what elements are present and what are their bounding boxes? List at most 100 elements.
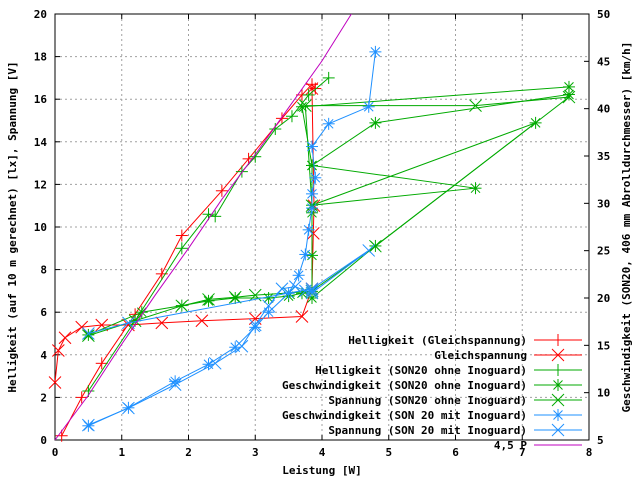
marker-stroke — [297, 101, 307, 112]
marker-stroke — [262, 299, 275, 313]
marker-stroke — [248, 318, 262, 332]
legend-marker — [552, 364, 564, 376]
marker-stroke — [155, 316, 169, 330]
legend-label: Geschwindigkeit (SON 20 mit Inoguard) — [282, 409, 527, 422]
marker-stroke — [551, 423, 565, 437]
data-point — [305, 284, 319, 298]
data-point — [82, 329, 95, 342]
series-7 — [54, 13, 352, 441]
x-axis-label: Leistung [W] — [282, 464, 361, 477]
data-point — [275, 282, 289, 296]
series-6 — [82, 244, 376, 432]
marker-stroke — [307, 293, 317, 303]
legend-marker — [552, 379, 564, 391]
marker-stroke — [564, 82, 574, 92]
marker-stroke — [370, 47, 381, 57]
y-tick-label: 6 — [40, 306, 47, 319]
data-point — [215, 184, 228, 197]
marker-stroke — [128, 314, 142, 328]
marker-stroke — [295, 310, 309, 323]
data-point — [562, 90, 576, 104]
data-point — [122, 401, 135, 415]
legend-marker — [552, 409, 564, 421]
x-tick-label: 1 — [118, 446, 125, 459]
marker-stroke — [307, 141, 317, 152]
series-line — [54, 88, 315, 383]
data-point — [135, 306, 148, 319]
data-point — [82, 418, 95, 432]
data-point — [82, 328, 95, 341]
data-point — [305, 286, 319, 300]
y2-axis-label: Geschwindigkeit (SON20, 406 mm Abrolldur… — [620, 42, 633, 413]
y-tick-label: 0 — [40, 434, 47, 447]
data-point — [469, 182, 482, 195]
marker-stroke — [306, 227, 320, 240]
marker-stroke — [230, 342, 241, 353]
series-layer — [48, 13, 576, 442]
marker-stroke — [305, 286, 319, 300]
marker-stroke — [562, 90, 576, 104]
data-point — [298, 284, 312, 298]
y2-tick-label: 15 — [597, 339, 610, 352]
marker-stroke — [288, 280, 302, 293]
data-point — [562, 88, 575, 101]
series-2 — [82, 71, 335, 398]
data-point — [299, 248, 312, 261]
y-tick-label: 4 — [40, 349, 47, 362]
data-point — [82, 327, 95, 340]
legend-marker — [551, 423, 565, 437]
y-tick-label: 8 — [40, 264, 47, 277]
marker-stroke — [208, 356, 222, 370]
data-point — [369, 239, 382, 253]
series-line — [88, 96, 571, 337]
marker-stroke — [553, 380, 563, 390]
marker-stroke — [122, 316, 135, 330]
data-point — [175, 229, 188, 242]
marker-stroke — [307, 189, 317, 199]
marker-stroke — [203, 295, 214, 306]
data-point — [48, 376, 62, 389]
legend-marker — [552, 334, 564, 346]
data-point — [202, 293, 215, 306]
legend-label: Spannung (SON 20 mit Inoguard) — [328, 424, 527, 437]
marker-stroke — [48, 376, 62, 389]
y2-tick-label: 20 — [597, 292, 610, 305]
data-point — [369, 116, 382, 129]
data-point — [248, 318, 262, 332]
data-point — [295, 310, 309, 323]
y2-tick-label: 45 — [597, 55, 610, 68]
plot-area-border — [54, 13, 590, 441]
marker-stroke — [136, 307, 147, 318]
y-tick-label: 14 — [34, 136, 48, 149]
y-tick-labels: 0 2 4 6 8 10 12 14 16 18 20 — [34, 8, 48, 447]
legend-label: Gleichspannung — [434, 349, 527, 362]
data-point — [155, 316, 169, 330]
data-point — [58, 331, 72, 345]
marker-stroke — [470, 183, 481, 194]
marker-stroke — [551, 348, 565, 362]
legend-label: 4,5 P — [494, 439, 527, 452]
data-point — [248, 288, 262, 302]
series-line — [61, 83, 316, 436]
y-tick-label: 2 — [40, 391, 47, 404]
data-point — [285, 110, 298, 123]
marker-stroke — [175, 299, 189, 313]
y-tick-label: 10 — [34, 221, 47, 234]
marker-stroke — [298, 284, 312, 298]
marker-stroke — [305, 284, 319, 298]
marker-stroke — [305, 282, 319, 296]
data-point — [288, 280, 302, 293]
marker-stroke — [168, 378, 182, 391]
data-point — [51, 344, 65, 357]
legend-label: Helligkeit (SON20 ohne Inoguard) — [315, 364, 527, 377]
marker-stroke — [323, 118, 334, 129]
data-point — [95, 357, 108, 370]
marker-stroke — [75, 320, 89, 334]
marker-stroke — [228, 290, 242, 304]
x-tick-label: 3 — [252, 446, 259, 459]
marker-stroke — [310, 172, 321, 183]
marker-stroke — [58, 331, 72, 345]
data-point — [562, 80, 575, 93]
marker-stroke — [83, 420, 94, 431]
marker-stroke — [248, 312, 262, 325]
